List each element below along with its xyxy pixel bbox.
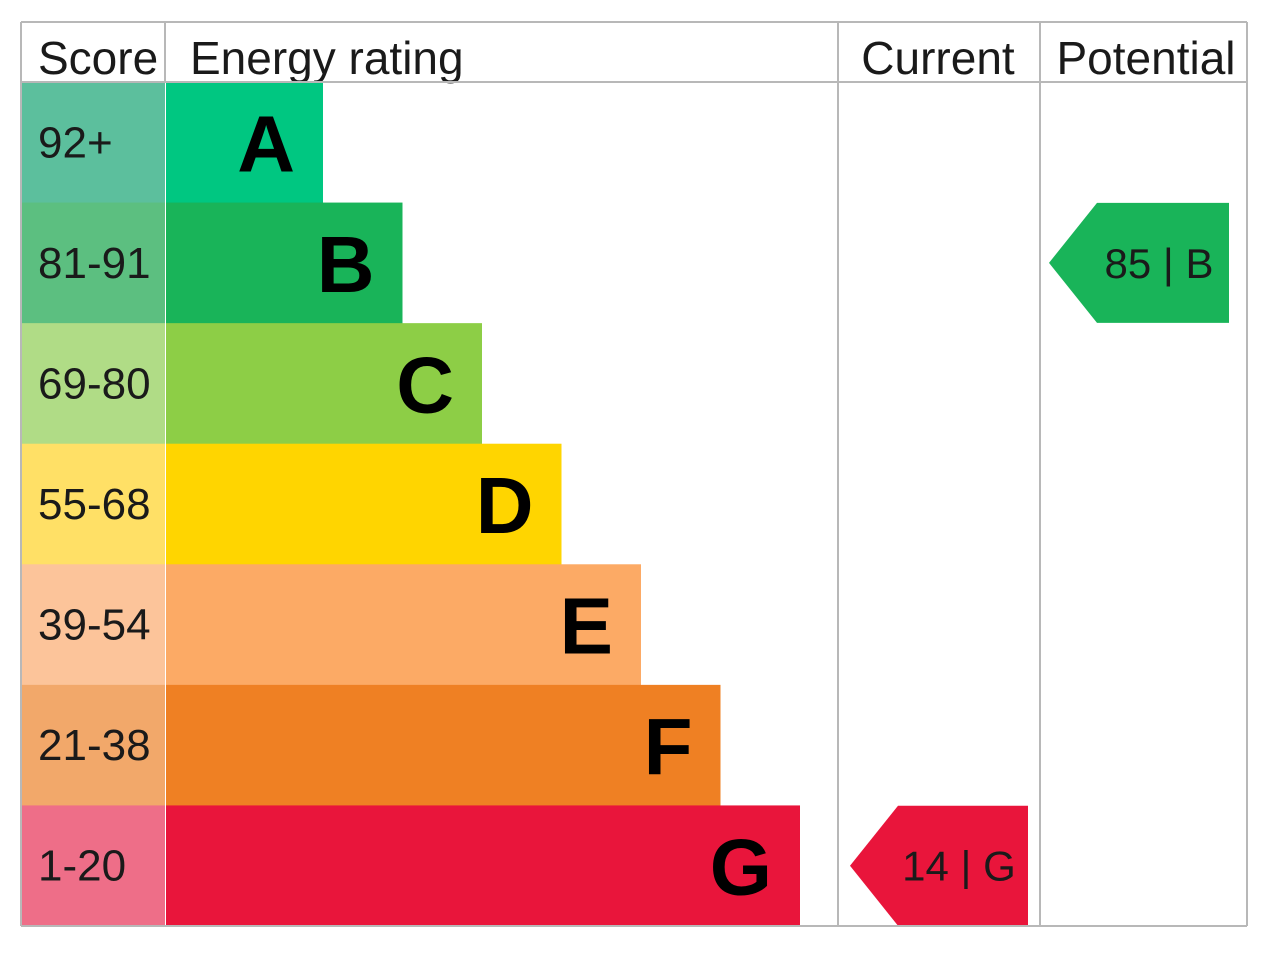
score-cell-f bbox=[22, 684, 165, 806]
rating-indicators: 14 | G 85 | B bbox=[850, 202, 1229, 926]
header-score: Score bbox=[38, 32, 158, 84]
score-cell-a bbox=[22, 82, 165, 204]
score-range-e: 39-54 bbox=[38, 601, 151, 650]
score-range-f: 21-38 bbox=[38, 721, 151, 770]
rating-letter-g: G bbox=[710, 823, 772, 912]
header-energy-rating: Energy rating bbox=[190, 32, 464, 84]
current-rating-label: 14 | G bbox=[902, 843, 1016, 890]
rating-letter-d: D bbox=[476, 461, 534, 550]
score-range-c: 69-80 bbox=[38, 359, 151, 408]
rating-letter-e: E bbox=[560, 582, 613, 671]
rating-bands: 92+ A 81-91 B 69-80 C 55-68 D 39-54 E 21-38 F 1-20 G bbox=[22, 82, 800, 927]
current-rating-arrow bbox=[850, 805, 1028, 926]
score-cell-b bbox=[22, 202, 165, 324]
score-cell-e bbox=[22, 564, 165, 686]
rating-letter-f: F bbox=[644, 702, 693, 791]
rating-bar-g bbox=[166, 805, 800, 927]
header-current: Current bbox=[861, 32, 1015, 84]
rating-bar-b bbox=[166, 202, 403, 324]
header-potential: Potential bbox=[1056, 32, 1235, 84]
rating-letter-c: C bbox=[396, 340, 454, 429]
grid-lines bbox=[20, 21, 1248, 927]
potential-rating-arrow bbox=[1049, 202, 1229, 323]
score-range-g: 1-20 bbox=[38, 842, 126, 891]
rating-letter-b: B bbox=[317, 220, 375, 309]
rating-letter-a: A bbox=[237, 99, 295, 188]
rating-bar-e bbox=[166, 564, 641, 686]
rating-bar-d bbox=[166, 443, 562, 565]
score-range-a: 92+ bbox=[38, 118, 113, 167]
score-range-d: 55-68 bbox=[38, 480, 151, 529]
score-cell-d bbox=[22, 443, 165, 565]
score-range-b: 81-91 bbox=[38, 239, 151, 288]
score-cell-c bbox=[22, 323, 165, 445]
rating-bar-f bbox=[166, 684, 721, 806]
rating-bar-a bbox=[166, 82, 323, 204]
score-cell-g bbox=[22, 805, 165, 927]
rating-bar-c bbox=[166, 323, 482, 445]
potential-rating-label: 85 | B bbox=[1105, 240, 1214, 287]
